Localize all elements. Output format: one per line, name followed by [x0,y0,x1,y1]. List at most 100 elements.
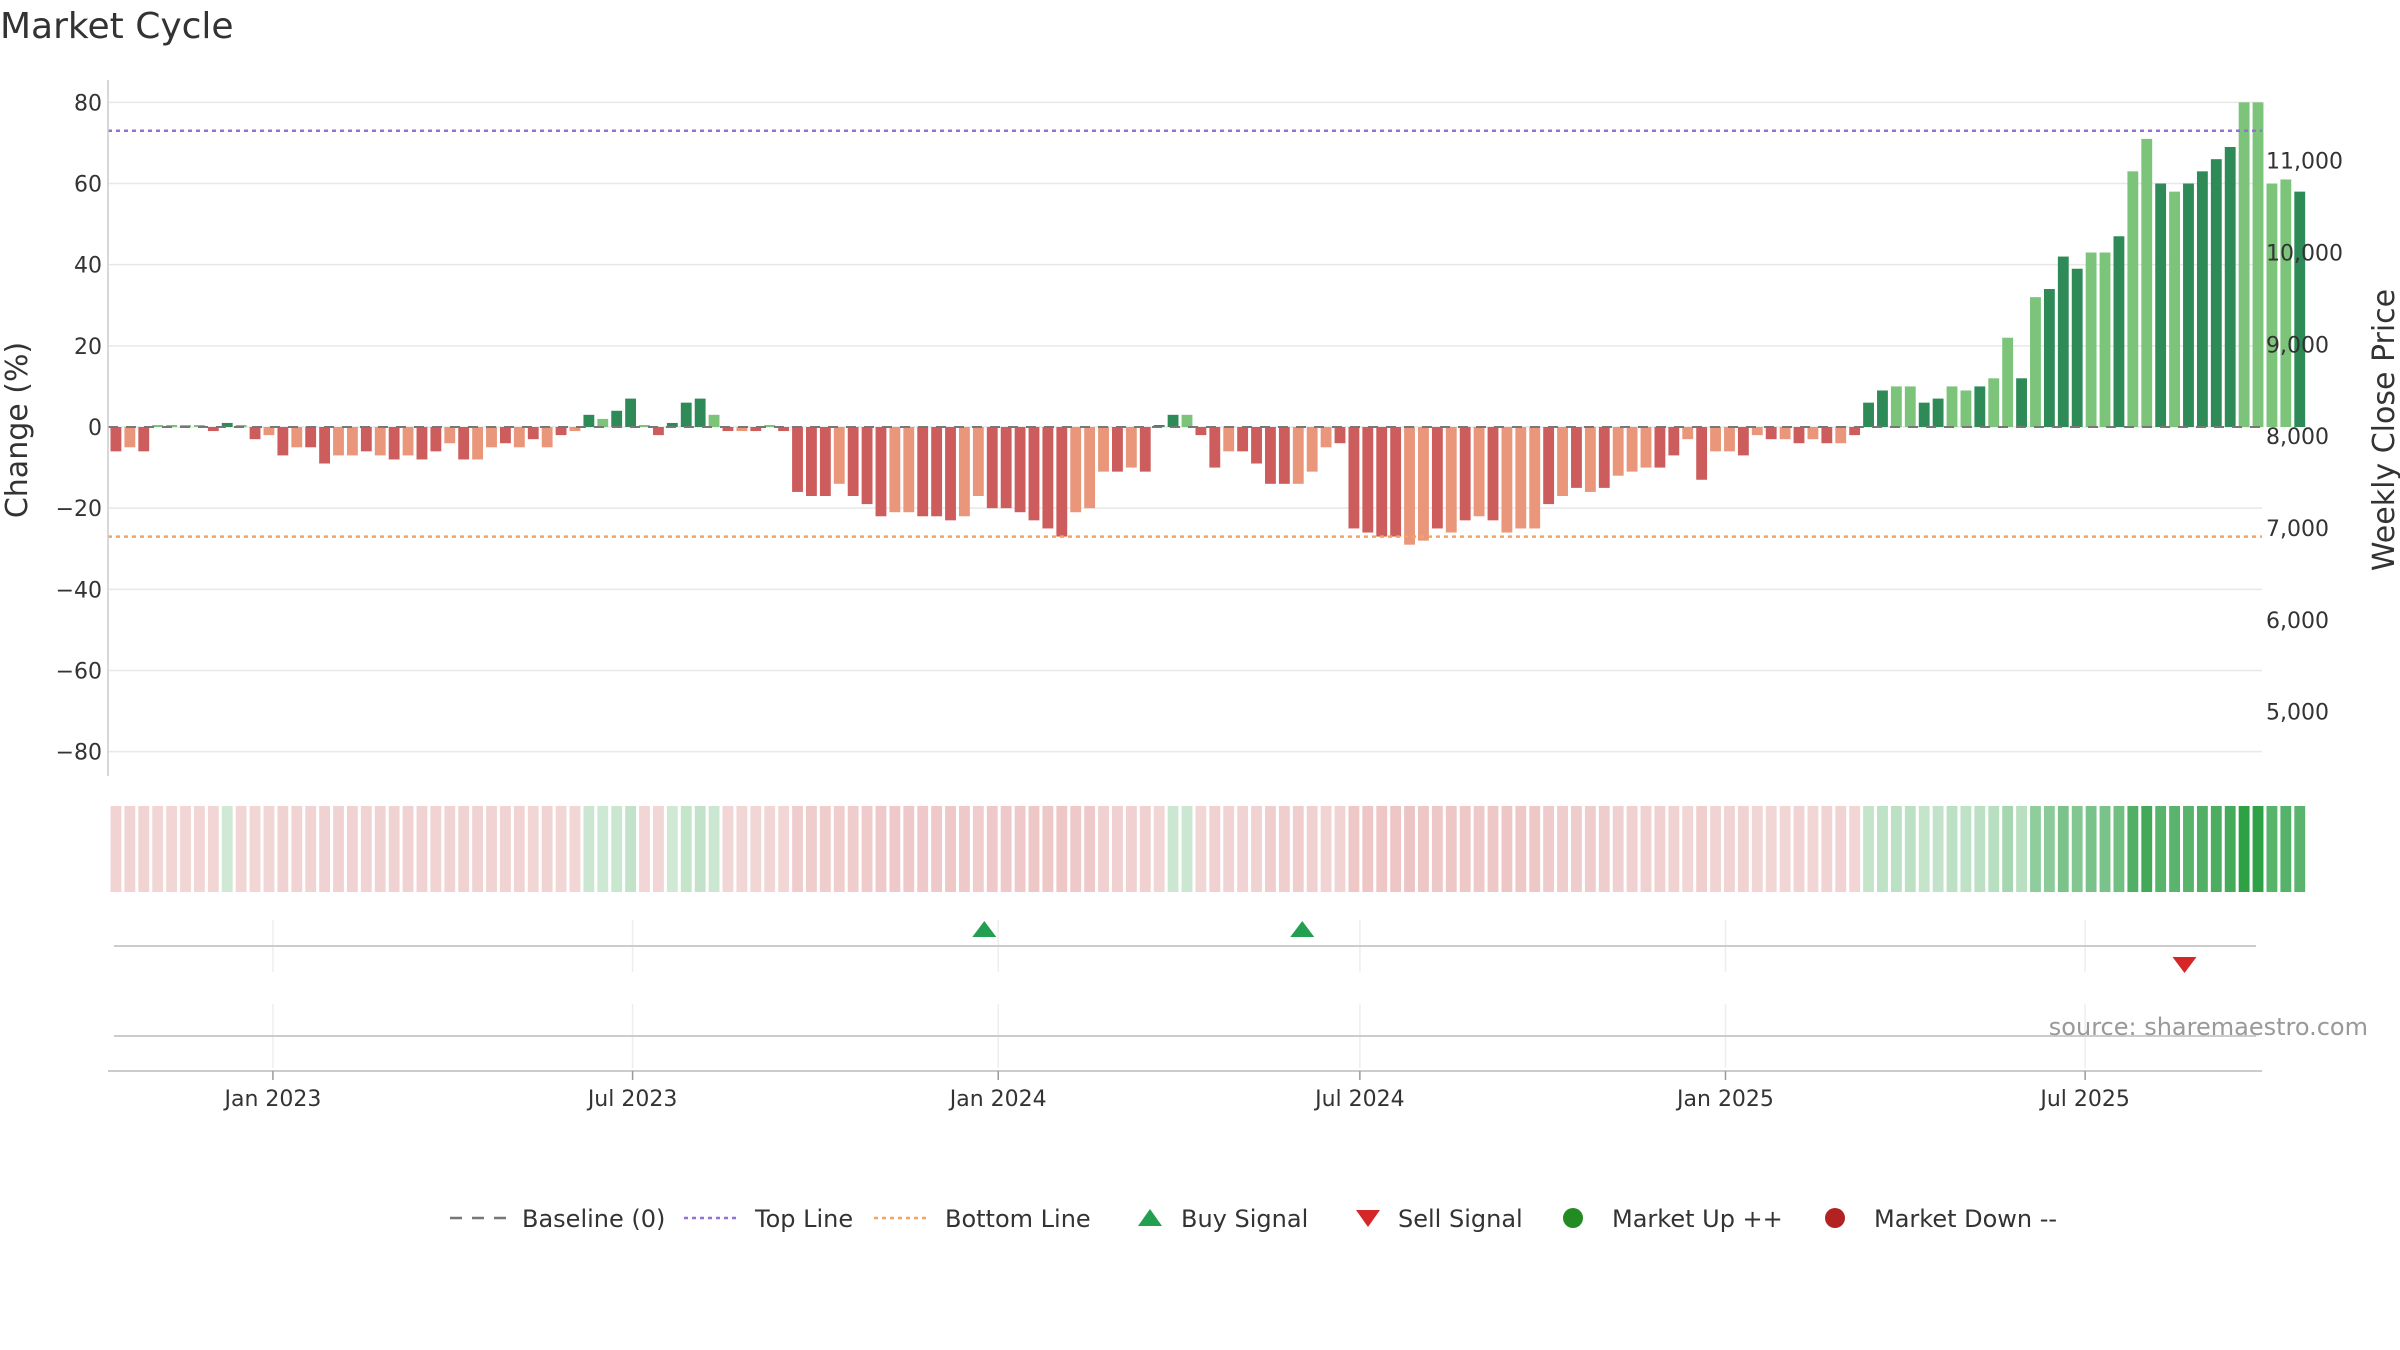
heat-cell [2210,806,2222,892]
heat-cell [1974,806,1986,892]
x-tick-label: Jan 2023 [222,1087,321,1112]
heat-cell [180,806,191,892]
bar [1779,427,1791,440]
heat-cell [1014,806,1026,892]
bar [569,427,581,432]
bar [847,427,859,496]
bar [2085,252,2097,427]
legend-item: Buy Signal [1138,1205,1308,1233]
bar [2294,191,2306,427]
legend-label: Bottom Line [945,1205,1091,1233]
bar [1988,378,2000,427]
bar [1515,427,1527,529]
heat-cell [1793,806,1805,892]
heat-cell [1125,806,1137,892]
bar [2183,183,2194,427]
heat-cell [1710,806,1721,892]
heat-cell [527,806,539,892]
heat-cell [2030,806,2041,892]
bar [541,427,553,448]
bar [1849,427,1861,436]
heat-cell [1821,806,1833,892]
bar [652,427,664,436]
y-tick-label: −40 [56,578,102,603]
x-tick-label: Jul 2023 [586,1087,678,1112]
bar [764,425,776,427]
axes: 80 60 40 20 0 −20 −40 −60 −80 11,000 10,000 9,000 8,… [56,80,2343,1112]
heat-cell [875,806,887,892]
heat-cell [1501,806,1513,892]
bar [277,427,289,456]
heat-cell [2141,806,2153,892]
heat-cell [138,806,150,892]
heat-cell [221,806,233,892]
legend-label: Buy Signal [1181,1205,1308,1233]
legend-item: Top Line [684,1205,853,1233]
legend-label: Market Up ++ [1612,1205,1783,1233]
legend-item: Bottom Line [874,1205,1091,1233]
heat-cell [1390,806,1402,892]
bar [708,414,720,427]
heat-cell [569,806,581,892]
bar [1890,386,1902,427]
heat-cell [305,806,317,892]
bar [472,427,484,460]
heat-cell [1098,806,1109,892]
y-tick-label: 20 [74,335,102,360]
bar [1473,427,1485,517]
legend-swatch [1356,1210,1380,1227]
y-tick-label: 40 [74,254,102,279]
y-tick-label: −80 [56,741,102,766]
heat-cell [1056,806,1068,892]
bar [736,427,748,432]
bar [2169,191,2180,427]
bar [152,425,164,427]
x-tick-label: Jul 2025 [2038,1087,2130,1112]
heat-cell [652,806,664,892]
heat-cell [666,806,678,892]
bar [819,427,831,496]
heat-cell [819,806,831,892]
heat-cell [750,806,762,892]
heat-cell [1237,806,1249,892]
bar [1431,427,1443,529]
heat-cell [861,806,873,892]
bar [1932,398,1944,427]
bar [722,427,734,432]
heat-cell [847,806,859,892]
heat-cell [1626,806,1638,892]
heat-cell [1904,806,1916,892]
heat-cell [1571,806,1582,892]
heat-cell [1807,806,1819,892]
heat-cell [1765,806,1777,892]
heat-cell [2113,806,2125,892]
heat-cell [1932,806,1944,892]
bar [1710,427,1721,452]
heat-cell [1696,806,1708,892]
heat-cell [764,806,776,892]
heat-cell [639,806,650,892]
heat-cell [945,806,956,892]
legend: Baseline (0) Top Line Bottom Line Buy Signa… [450,1205,2057,1233]
heat-cell [235,806,247,892]
x-tick-label: Jan 2024 [948,1087,1047,1112]
bar [527,427,539,440]
bar [2224,146,2236,427]
heat-cell [2099,806,2111,892]
bar [1000,427,1012,509]
bar [1682,427,1694,440]
heat-cell [472,806,484,892]
heat-cell [986,806,998,892]
heat-cell [1320,806,1332,892]
bar [1487,427,1499,521]
bar [972,427,984,496]
heat-cell [346,806,358,892]
bar [1209,427,1221,468]
bar [1765,427,1777,440]
heat-cell [1459,806,1471,892]
bar [1070,427,1082,513]
heat-cell [1890,806,1902,892]
heat-cell [931,806,943,892]
heat-cell [1278,806,1290,892]
bar [221,422,233,427]
